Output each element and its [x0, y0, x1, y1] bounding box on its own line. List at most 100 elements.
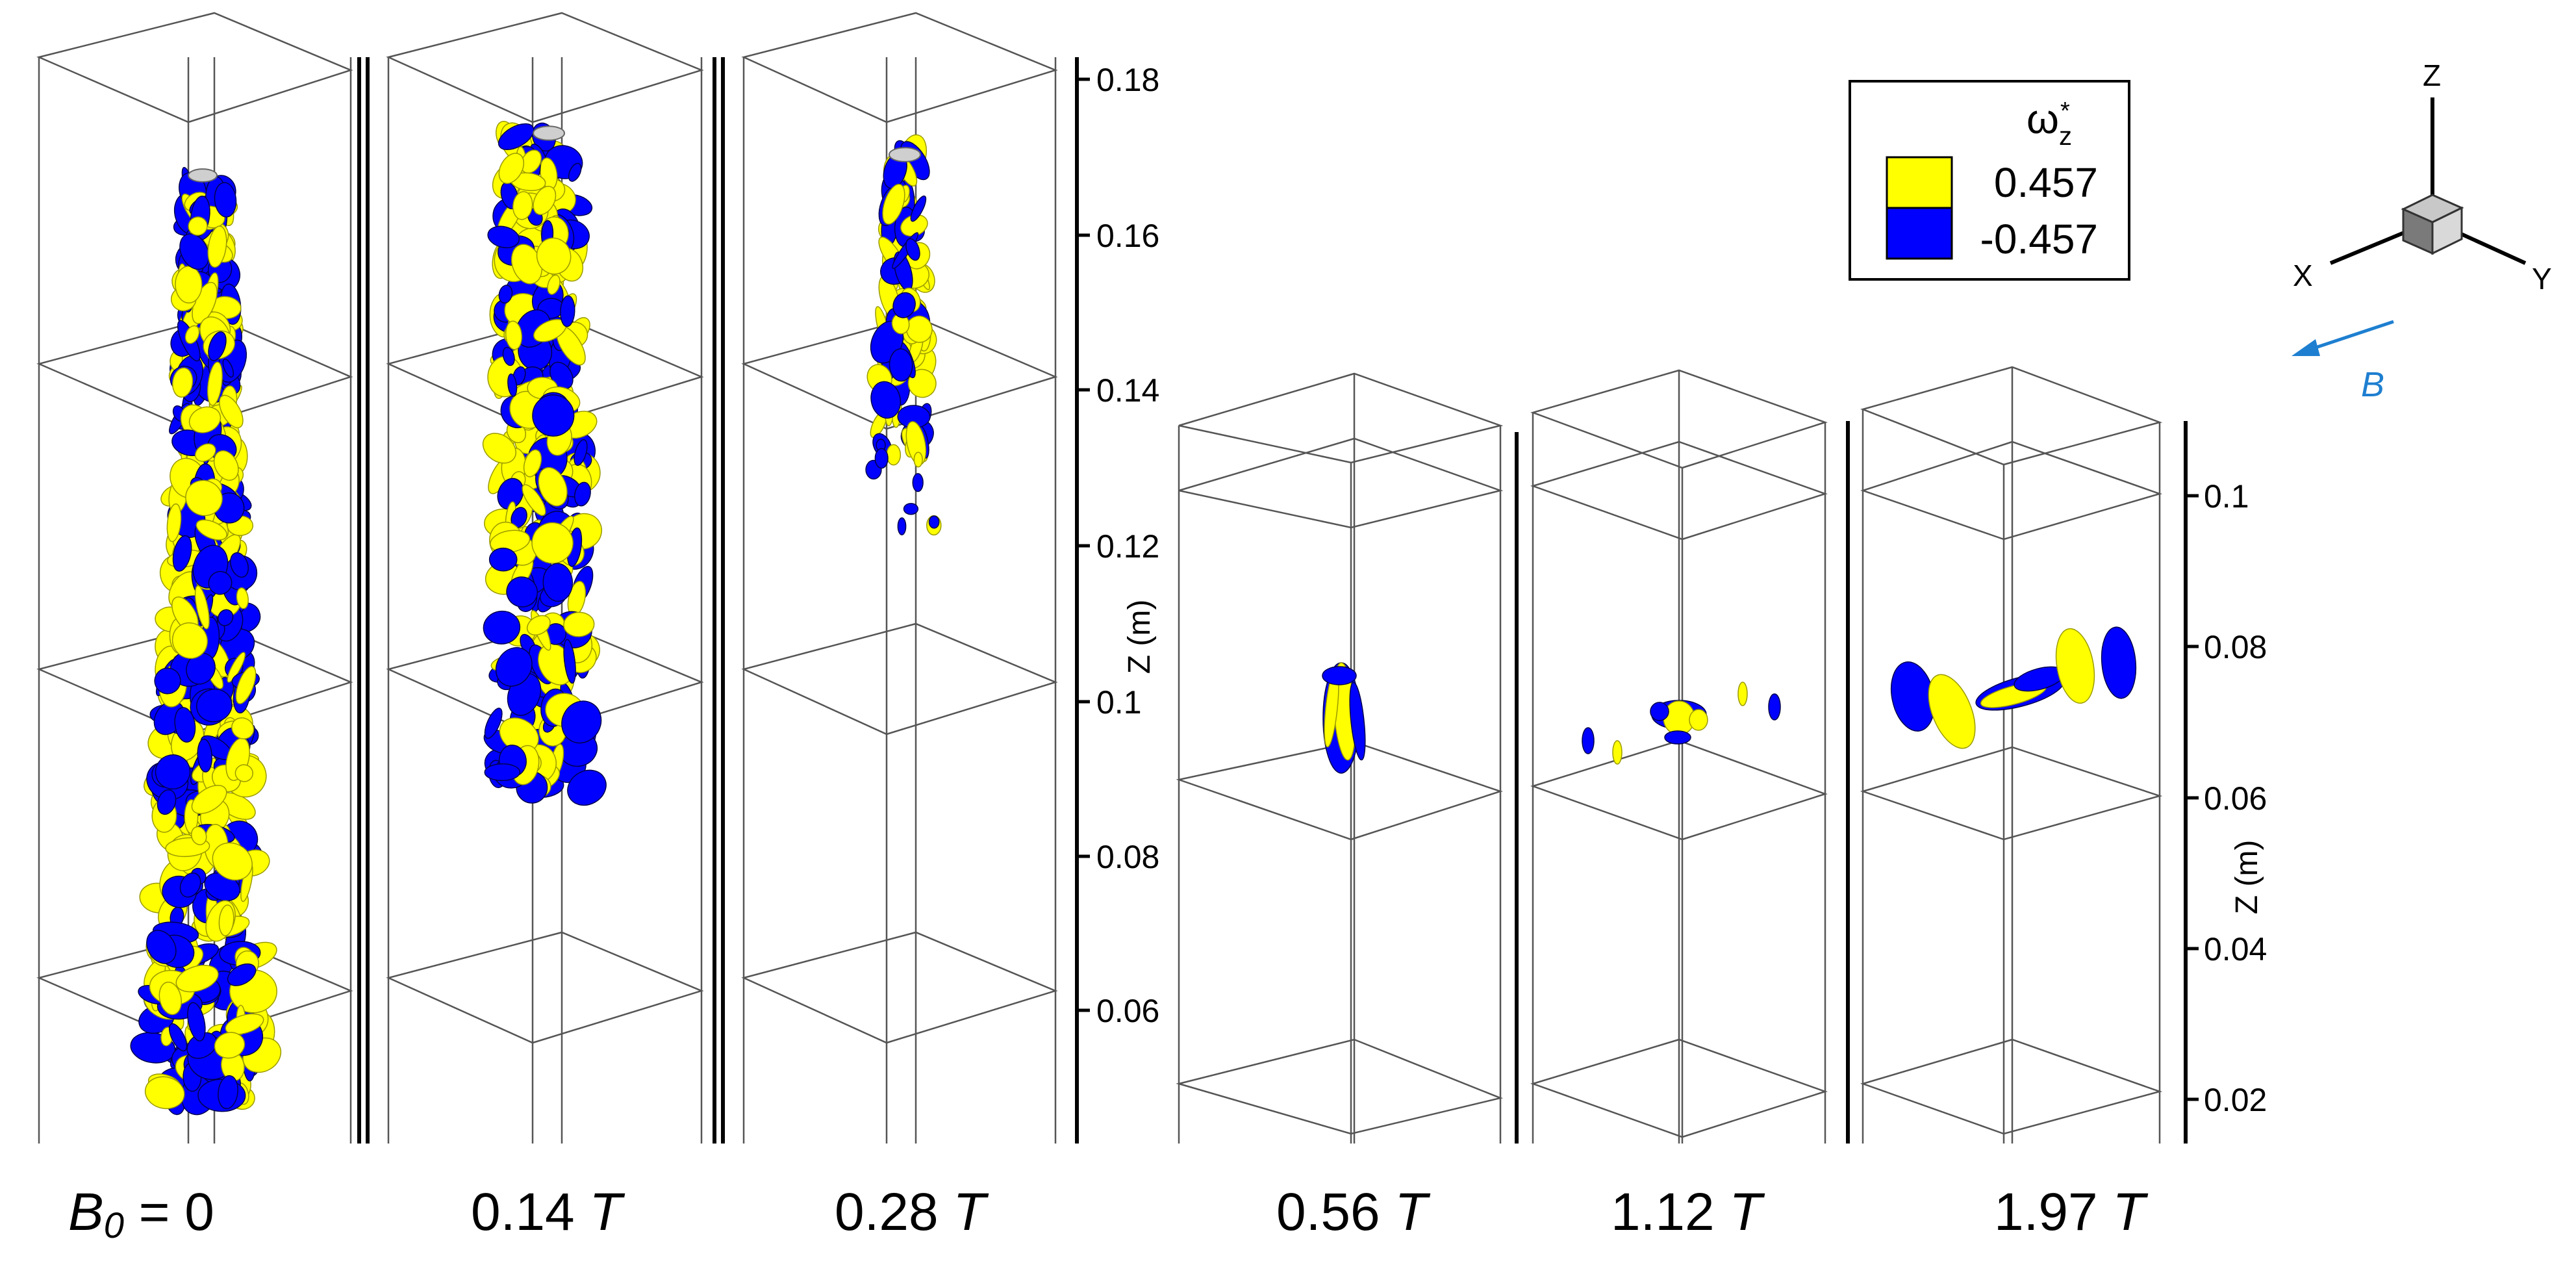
vortex-cluster-1.12T [1582, 682, 1781, 765]
vortex-blob [146, 930, 177, 964]
vortex-blob [218, 904, 234, 936]
vortex-blob [538, 466, 568, 507]
vortex-blob [897, 517, 907, 535]
vortex-blob [574, 481, 591, 507]
vortex-blob [547, 274, 561, 295]
vortex-blob [568, 162, 582, 182]
vortex-blob [230, 552, 249, 578]
vortex-blob [892, 292, 916, 318]
vortex-blob [196, 688, 233, 722]
vortex-blob [563, 611, 595, 637]
vortex-blob [190, 826, 207, 845]
vortex-blob [219, 394, 244, 429]
z-axis-left: 0.18 0.16 0.14 0.12 0.1 0.08 0.06 Z (m) [1077, 62, 1159, 1029]
panel-label-0.28T: 0.28 T [835, 1182, 989, 1242]
vortex-blob [175, 266, 203, 304]
vortex-blob [171, 367, 194, 398]
vortex-blob [194, 443, 216, 462]
vortex-blob [187, 1002, 206, 1041]
vortex-blob [912, 473, 924, 492]
panel-label-b0: B0 = 0 [68, 1182, 214, 1246]
vortex-cluster-0.56T [1322, 662, 1366, 774]
vortex-blob [227, 652, 246, 683]
vortex-blob [1768, 693, 1781, 721]
vortex-blob [910, 195, 927, 222]
vortex-blob [144, 1076, 185, 1110]
vortex-blob [903, 503, 919, 515]
nozzle-cap [188, 168, 218, 183]
vortex-blob [157, 789, 177, 815]
vortex-blob [507, 373, 518, 397]
axis-triad: Z X Y [2293, 58, 2552, 296]
vortex-blob [2055, 628, 2095, 704]
vortex-blob [531, 522, 574, 564]
panel-1.12T [1530, 369, 1850, 1144]
vortex-blob [526, 615, 551, 636]
vortex-blob [488, 547, 518, 572]
vortex-blob [560, 295, 575, 327]
vortex-blob [498, 285, 513, 304]
vortex-blob [928, 515, 940, 529]
vortex-blob [905, 315, 933, 343]
vortex-blob [207, 225, 227, 268]
panel-0.28T [741, 12, 1079, 1144]
vortex-blob [495, 646, 533, 687]
vortex-blob [158, 981, 182, 1016]
vortex-blob [186, 652, 216, 685]
vortex-blob [235, 666, 257, 704]
vortex-blob [905, 238, 920, 261]
vortex-blob [874, 448, 889, 469]
vortex-blob [191, 784, 227, 815]
panel-0.56T [1176, 372, 1519, 1144]
vortex-blob [194, 585, 210, 630]
vortex-blob [184, 325, 200, 344]
z-left-tick-0.1: 0.1 [1096, 684, 1142, 721]
field-label: B [2361, 365, 2384, 404]
vortex-blob [536, 237, 572, 275]
vortex-blob [185, 479, 223, 517]
z-left-tick-0.08: 0.08 [1096, 839, 1159, 875]
panel-label-0.56T: 0.56 T [1276, 1182, 1430, 1242]
vortex-blob [574, 439, 588, 466]
vortex-blob [172, 535, 192, 572]
vortex-blob [523, 449, 542, 478]
vortex-blob [197, 738, 213, 773]
z-axis-right: 0.1 0.08 0.06 0.04 0.02 Z (m) [2186, 478, 2267, 1118]
vortex-blob [533, 186, 557, 215]
vortex-blob [506, 576, 538, 607]
vortex-blob [1582, 727, 1595, 754]
vortex-cluster-1.97T [1890, 626, 2137, 749]
vortex-column-0.28T [865, 134, 942, 536]
vortex-blob [497, 478, 524, 510]
legend: ωz* 0.457 -0.457 [1849, 80, 2130, 281]
vortex-blob [171, 622, 208, 659]
vortex-blob [561, 700, 602, 744]
z-left-tick-0.12: 0.12 [1096, 528, 1159, 565]
vortex-column-0.14T [482, 121, 607, 806]
z-right-tick-0.04: 0.04 [2204, 931, 2267, 967]
vortex-blob [542, 563, 574, 602]
vortex-blob [212, 842, 253, 881]
vortex-blob [1928, 674, 1976, 749]
vortex-blob [218, 609, 234, 626]
vortex-blob [889, 348, 913, 382]
nozzle-cap [889, 147, 921, 162]
legend-title: ωz* [2027, 96, 2072, 151]
vortex-blob [882, 183, 905, 225]
vortex-blob [487, 225, 520, 249]
panel-label-0.14T: 0.14 T [471, 1182, 625, 1242]
z-right-tick-0.02: 0.02 [2204, 1082, 2267, 1118]
z-right-tick-0.1: 0.1 [2204, 478, 2249, 515]
vortex-blob [214, 1032, 246, 1059]
z-right-tick-0.08: 0.08 [2204, 629, 2267, 665]
legend-label-positive: 0.457 [1994, 159, 2098, 206]
vortex-blob [913, 452, 923, 468]
vortex-blob [168, 1023, 188, 1052]
vortex-blob [505, 320, 523, 350]
vortex-blob [234, 764, 253, 782]
vortex-column-b0 [130, 166, 282, 1116]
vortex-blob [1612, 740, 1623, 765]
magnetic-field-indicator: B [2292, 320, 2394, 404]
vortex-blob [563, 639, 576, 684]
vortex-blob [179, 872, 201, 898]
